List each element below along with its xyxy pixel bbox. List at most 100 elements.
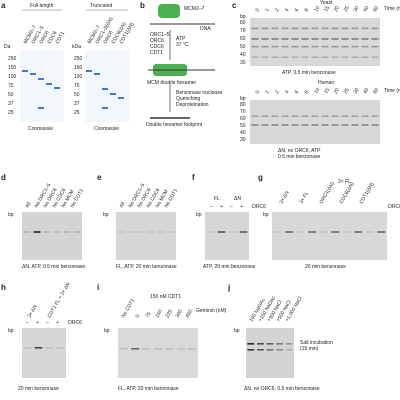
band — [361, 38, 369, 40]
band — [110, 93, 116, 95]
label: Double hexamer footprint — [146, 122, 203, 128]
panel-letter: j — [227, 283, 230, 292]
band — [30, 73, 36, 75]
band — [301, 45, 309, 48]
band — [102, 88, 108, 90]
band — [341, 38, 349, 40]
band — [56, 347, 65, 349]
lane-label: 25 — [343, 5, 351, 13]
label: Da — [4, 44, 11, 50]
lane-label: 3× ΔN — [27, 304, 39, 319]
band — [331, 56, 339, 58]
label: MCM2–7 — [184, 6, 205, 12]
label: ATP, 0.5 min benzonase — [282, 70, 336, 76]
lane-label: 20 — [333, 87, 341, 95]
band — [273, 231, 282, 233]
band — [157, 231, 165, 233]
band — [341, 115, 349, 117]
label: – — [230, 204, 233, 210]
marker-label: 50 — [74, 92, 80, 98]
lane-label: ORC1(ΔN) — [319, 181, 336, 205]
band — [301, 115, 309, 117]
band — [266, 349, 274, 351]
band — [351, 38, 359, 40]
lane-label: 40 — [362, 87, 370, 95]
band — [351, 56, 359, 58]
band — [251, 56, 259, 58]
gel — [272, 212, 387, 260]
lane-label: 1 — [264, 89, 271, 95]
lane-label: 6 — [294, 89, 301, 95]
band — [142, 348, 151, 350]
label: Deproteination — [176, 102, 209, 108]
label: Geminin (nM) — [196, 308, 227, 314]
band — [261, 45, 269, 48]
lane-label: 6 — [294, 7, 301, 13]
marker-label: 70 — [240, 28, 246, 34]
band — [281, 27, 289, 30]
band — [118, 97, 124, 99]
band — [271, 124, 279, 126]
band — [176, 348, 185, 350]
band — [247, 349, 255, 351]
band — [291, 38, 299, 40]
lane-label: All — [119, 201, 127, 209]
label: – — [210, 204, 213, 210]
lane-label: 0 — [255, 89, 262, 95]
band — [371, 27, 379, 30]
band — [34, 347, 43, 349]
label: CDC6 — [150, 44, 164, 50]
band — [341, 45, 349, 48]
label: ΔN, no ORC6, ATP — [278, 148, 321, 154]
band — [321, 38, 329, 40]
band — [271, 115, 279, 117]
lane-label: 1 — [264, 7, 271, 13]
panel-letter: g — [258, 173, 263, 182]
lane-label: 300 — [175, 309, 184, 319]
band — [311, 27, 319, 30]
label: bp — [240, 14, 246, 20]
marker-label: 37 — [74, 101, 80, 107]
band — [361, 27, 369, 30]
lane-label: 2 — [274, 89, 281, 95]
marker-label: 150 — [8, 65, 17, 71]
band — [33, 231, 41, 233]
gel — [22, 212, 82, 260]
label: bp — [263, 212, 269, 218]
band — [291, 115, 299, 117]
band — [23, 231, 31, 233]
panel-letter: i — [97, 283, 99, 292]
gel — [250, 100, 380, 144]
band — [251, 27, 259, 30]
lane-label: CDT1 — [55, 31, 67, 45]
band — [137, 231, 145, 233]
band — [38, 78, 44, 80]
label: Quenching — [176, 96, 200, 102]
band — [371, 56, 379, 58]
lane-label: 30 — [353, 5, 361, 13]
band — [281, 45, 289, 48]
band — [291, 124, 299, 126]
band — [371, 115, 379, 117]
band — [331, 27, 339, 30]
lane-label: 8 — [304, 89, 311, 95]
label: ORC6 — [388, 204, 400, 210]
lane-label: 4 — [284, 89, 291, 95]
marker-label: 75 — [74, 83, 80, 89]
label: – — [46, 320, 49, 326]
band — [86, 70, 92, 72]
band — [206, 231, 215, 233]
label: ORC1–5 — [150, 32, 170, 38]
marker-label: 30 — [240, 137, 246, 143]
panel-letter: a — [1, 1, 6, 10]
label: + — [240, 204, 243, 210]
label: 20 min benzonase — [18, 386, 59, 392]
lane-label: 60 — [372, 87, 380, 95]
panel-letter: d — [1, 173, 6, 182]
label: Yeast — [320, 0, 333, 6]
band — [311, 115, 319, 117]
band — [147, 231, 155, 233]
marker-label: 70 — [240, 109, 246, 115]
band — [251, 124, 259, 126]
band — [321, 115, 329, 117]
